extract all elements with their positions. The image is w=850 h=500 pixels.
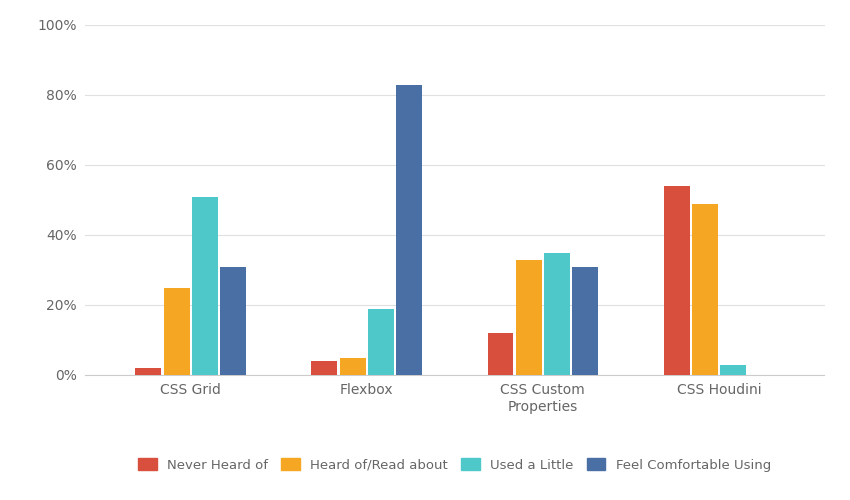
Bar [340,358,366,375]
Bar [516,260,541,375]
Bar [720,364,746,375]
Bar [368,308,394,375]
Bar [664,186,689,375]
Bar [163,288,190,375]
Bar [192,196,218,375]
Bar [220,266,246,375]
Bar [572,266,598,375]
Bar [311,361,337,375]
Legend: Never Heard of, Heard of/Read about, Used a Little, Feel Comfortable Using: Never Heard of, Heard of/Read about, Use… [132,452,778,478]
Bar [135,368,162,375]
Bar [544,252,570,375]
Bar [488,333,513,375]
Bar [692,204,717,375]
Bar [396,84,422,375]
